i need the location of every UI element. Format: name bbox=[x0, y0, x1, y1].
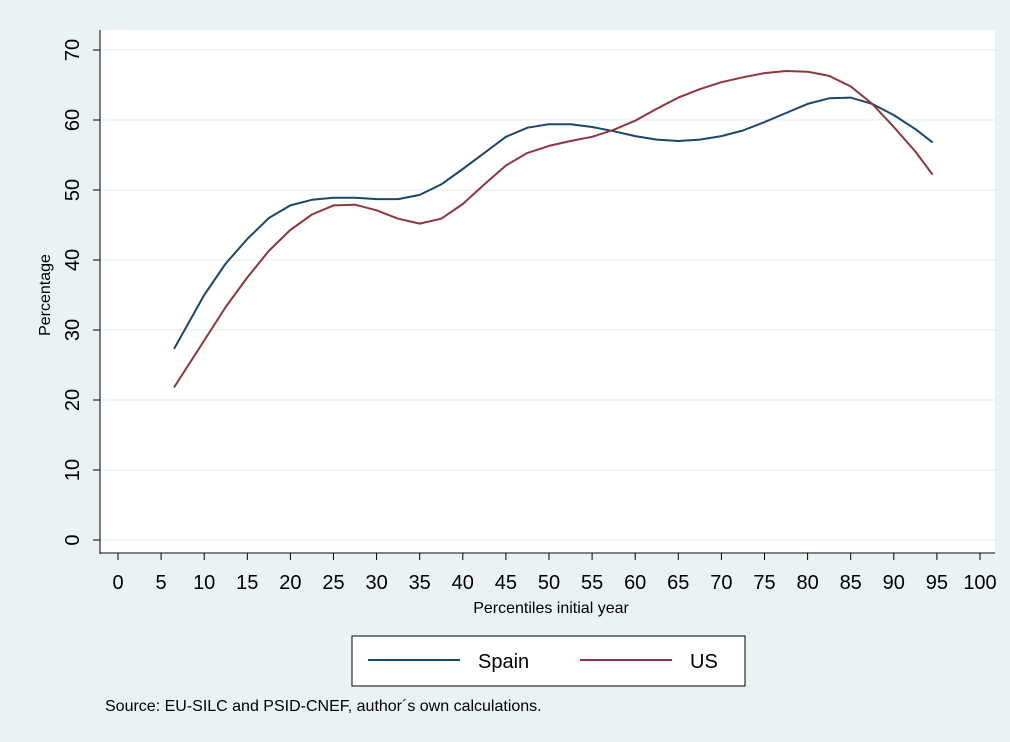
line-series bbox=[173, 96, 934, 350]
y-tick-label: 30 bbox=[62, 319, 84, 341]
x-tick-label: 35 bbox=[409, 572, 431, 594]
x-tick-label: 65 bbox=[667, 572, 689, 594]
legend-label: US bbox=[690, 651, 718, 673]
x-tick-label: 80 bbox=[796, 572, 818, 594]
y-tick-label: 20 bbox=[62, 389, 84, 411]
x-tick-label: 75 bbox=[753, 572, 775, 594]
x-tick-label: 0 bbox=[112, 572, 123, 594]
y-tick-label: 60 bbox=[62, 109, 84, 131]
y-tick-label: 10 bbox=[62, 459, 84, 481]
note: Source: EU-SILC and PSID-CNEF, author´s … bbox=[105, 698, 542, 715]
x-tick-label: 30 bbox=[365, 572, 387, 594]
x-tick-label: 15 bbox=[236, 572, 258, 594]
x-tick-label: 60 bbox=[624, 572, 646, 594]
x-tick-label: 85 bbox=[840, 572, 862, 594]
x-tick-label: 10 bbox=[193, 572, 215, 594]
x-tick-label: 55 bbox=[581, 572, 603, 594]
x-axis-label: Percentiles initial year bbox=[473, 600, 629, 617]
x-tick-label: 70 bbox=[710, 572, 732, 594]
y-tick-label: 40 bbox=[62, 249, 84, 271]
x-tick-label: 95 bbox=[926, 572, 948, 594]
x-tick-label: 40 bbox=[452, 572, 474, 594]
y-tick-label: 0 bbox=[62, 534, 84, 545]
legend-label: Spain bbox=[478, 651, 529, 673]
x-tick-label: 20 bbox=[279, 572, 301, 594]
x-tick-label: 50 bbox=[538, 572, 560, 594]
x-tick-label: 90 bbox=[883, 572, 905, 594]
x-tick-label: 5 bbox=[156, 572, 167, 594]
y-tick-label: 50 bbox=[62, 179, 84, 201]
y-tick-label: 70 bbox=[62, 39, 84, 61]
y-axis-label: Percentage bbox=[37, 254, 54, 336]
line-series bbox=[173, 70, 934, 388]
x-tick-label: 45 bbox=[495, 572, 517, 594]
plot-area bbox=[100, 30, 995, 554]
x-tick-label: 25 bbox=[322, 572, 344, 594]
x-tick-label: 100 bbox=[963, 572, 996, 594]
